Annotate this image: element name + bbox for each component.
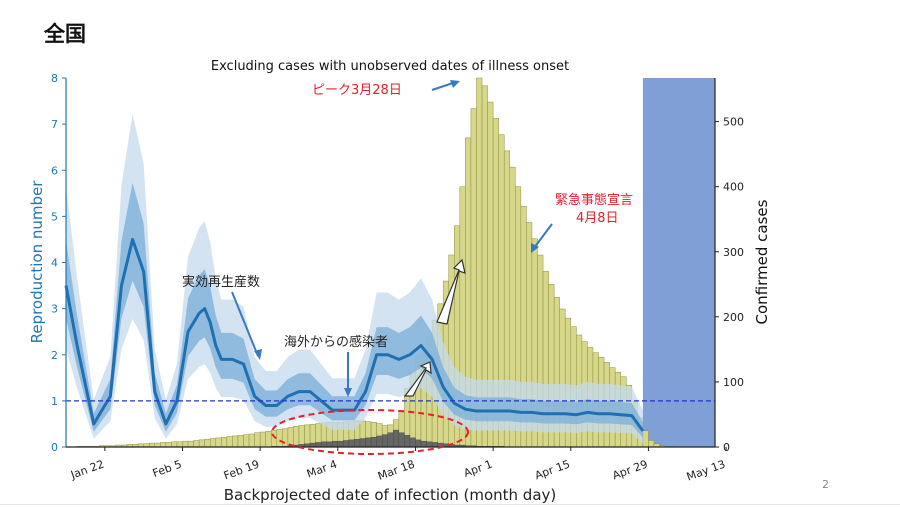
y-axis-left-label: Reproduction number bbox=[28, 180, 46, 344]
confirmed-case-bar bbox=[237, 435, 244, 448]
imported-case-bar bbox=[343, 440, 350, 448]
confirmed-case-bar bbox=[176, 441, 183, 448]
imported-case-bar bbox=[365, 437, 372, 448]
y-right-tick-label: 500 bbox=[723, 116, 744, 129]
imported-case-bar bbox=[332, 440, 339, 448]
confirmed-case-bar bbox=[171, 441, 178, 448]
imported-case-bar bbox=[381, 434, 388, 448]
imported-case-bar bbox=[354, 438, 361, 448]
imported-annotation: 海外からの感染者 bbox=[284, 334, 388, 350]
emergency-annotation-line2: 4月8日 bbox=[576, 211, 619, 226]
emergency-arrow bbox=[533, 223, 553, 249]
x-tick-label: Mar 4 bbox=[305, 458, 339, 481]
peak-annotation: ピーク3月28日 bbox=[312, 83, 402, 98]
x-tick-label: Jan 22 bbox=[68, 458, 106, 482]
y-left-tick-label: 4 bbox=[51, 257, 58, 270]
imported-case-bar bbox=[398, 432, 405, 448]
imported-case-bar bbox=[409, 437, 416, 448]
confirmed-case-bar bbox=[265, 431, 272, 448]
imported-case-bar bbox=[387, 432, 394, 448]
confirmed-case-bar bbox=[293, 425, 300, 448]
confirmed-case-bar bbox=[182, 440, 189, 448]
imported-case-bar bbox=[426, 441, 433, 448]
slide-title: 全国 bbox=[44, 22, 86, 46]
confirmed-case-bar bbox=[282, 428, 289, 448]
x-tick-label: Apr 15 bbox=[533, 458, 572, 483]
x-tick-label: May 13 bbox=[685, 458, 727, 484]
y-right-tick-label: 400 bbox=[723, 181, 744, 194]
effective-r-arrow bbox=[231, 291, 259, 357]
confirmed-case-bar bbox=[226, 436, 233, 448]
imported-case-bar bbox=[370, 437, 377, 448]
imported-arrow-head bbox=[344, 388, 352, 397]
confirmed-case-bar bbox=[259, 431, 266, 448]
confirmed-case-bar bbox=[165, 442, 172, 448]
imported-case-bar bbox=[315, 442, 322, 448]
confirmed-case-bar bbox=[254, 432, 261, 448]
x-tick-label: Feb 19 bbox=[222, 458, 261, 483]
y-axis-right-label: Confirmed cases bbox=[753, 199, 771, 324]
page-number: 2 bbox=[822, 478, 829, 491]
x-axis-label: Backprojected date of infection (month d… bbox=[224, 486, 557, 504]
future-shaded-region bbox=[642, 78, 715, 447]
y-left-tick-label: 8 bbox=[51, 72, 58, 85]
y-left-tick-label: 7 bbox=[51, 118, 58, 131]
effective-r-arrow-head bbox=[254, 349, 262, 360]
y-left-tick-label: 5 bbox=[51, 210, 58, 223]
confirmed-case-bar bbox=[648, 440, 655, 448]
imported-case-bar bbox=[415, 439, 422, 448]
chart-title: Excluding cases with unobserved dates of… bbox=[211, 59, 569, 74]
confirmed-case-bar bbox=[232, 435, 239, 448]
y-right-tick-label: 300 bbox=[723, 246, 744, 259]
emergency-annotation-line1: 緊急事態宣言 bbox=[555, 192, 633, 208]
imported-highlight-ellipse bbox=[271, 409, 469, 455]
r-band-outer bbox=[66, 113, 643, 444]
confirmed-case-bar bbox=[215, 437, 222, 448]
x-tick-label: Feb 5 bbox=[151, 458, 184, 480]
y-left-tick-label: 3 bbox=[51, 303, 58, 316]
imported-case-bar bbox=[348, 439, 355, 448]
footer-divider bbox=[0, 504, 900, 505]
effective-r-annotation: 実効再生産数 bbox=[182, 274, 260, 290]
y-right-tick-label: 100 bbox=[723, 376, 744, 389]
imported-case-bar bbox=[326, 441, 333, 448]
confirmed-case-bar bbox=[198, 439, 205, 448]
y-left-tick-label: 1 bbox=[51, 395, 58, 408]
imported-case-bar bbox=[393, 429, 400, 448]
rising-arrow-1 bbox=[403, 361, 432, 397]
y-right-tick-label: 200 bbox=[723, 311, 744, 324]
rising-arrow-2 bbox=[436, 258, 466, 325]
imported-case-bar bbox=[404, 435, 411, 448]
confirmed-case-bar bbox=[221, 436, 228, 448]
y-left-tick-label: 6 bbox=[51, 164, 58, 177]
confirmed-case-bar bbox=[193, 440, 200, 448]
confirmed-case-bar bbox=[160, 442, 167, 448]
imported-case-bar bbox=[376, 435, 383, 448]
y-left-tick-label: 2 bbox=[51, 349, 58, 362]
confirmed-case-bar bbox=[209, 438, 217, 448]
imported-case-bar bbox=[359, 438, 366, 448]
confirmed-case-bar bbox=[248, 433, 255, 448]
peak-arrow-head bbox=[450, 80, 460, 88]
imported-case-bar bbox=[431, 442, 438, 448]
confirmed-case-bar bbox=[298, 425, 305, 448]
x-tick-label: Apr 29 bbox=[611, 458, 650, 483]
x-tick-label: Apr 1 bbox=[462, 458, 494, 480]
emergency-arrow-head bbox=[531, 243, 539, 253]
confirmed-case-bar bbox=[270, 429, 278, 448]
confirmed-case-bar bbox=[204, 438, 211, 448]
imported-case-bar bbox=[320, 441, 327, 448]
imported-case-bar bbox=[420, 440, 427, 448]
y-left-tick-label: 0 bbox=[51, 441, 58, 454]
confirmed-case-bar bbox=[276, 429, 283, 448]
imported-case-bar bbox=[337, 440, 344, 448]
confirmed-case-bar bbox=[187, 440, 194, 448]
confirmed-case-bar bbox=[243, 434, 250, 448]
x-tick-label: Mar 18 bbox=[376, 458, 416, 483]
confirmed-case-bar bbox=[642, 430, 649, 448]
